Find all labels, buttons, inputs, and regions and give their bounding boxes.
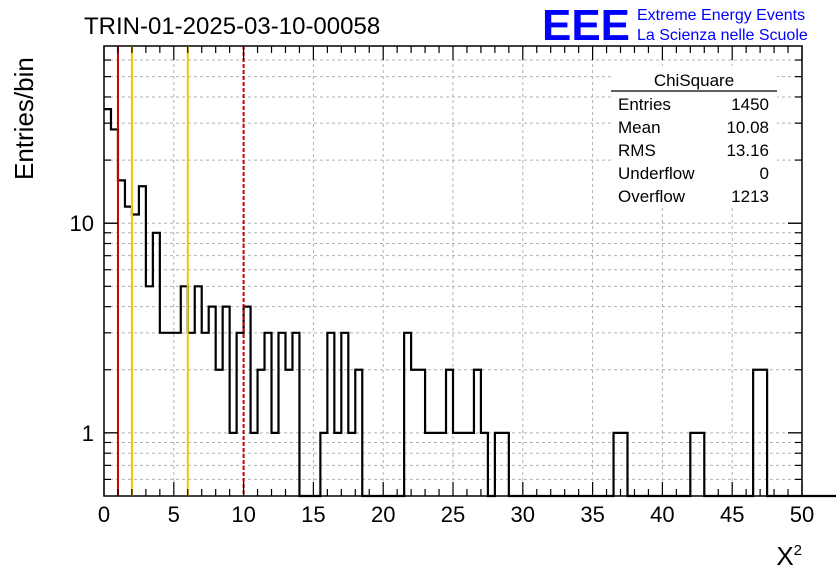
eee-logo: EEE: [542, 1, 630, 50]
logo-line-1: Extreme Energy Events: [637, 7, 805, 24]
run-title: TRIN-01-2025-03-10-00058: [84, 13, 380, 40]
x-tick-label: 50: [790, 502, 814, 527]
x-tick-label: 20: [371, 502, 395, 527]
x-tick-label: 10: [231, 502, 255, 527]
stats-value-rms: 13.16: [726, 141, 769, 160]
y-axis-title: Entries/bin: [9, 57, 39, 180]
stats-label-underflow: Underflow: [618, 164, 695, 183]
stats-value-overflow: 1213: [731, 187, 769, 206]
stats-background: [611, 66, 777, 206]
plot-area: 0 5 10 15 20 25 30 35 40 45 50 1 10: [70, 45, 836, 527]
histogram-line: [104, 108, 836, 498]
logo-line-2: La Scienza nelle Scuole: [637, 27, 808, 44]
x-axis-title-superscript: 2: [794, 542, 802, 559]
x-tick-label: 40: [650, 502, 674, 527]
x-tick-label: 30: [511, 502, 535, 527]
x-tick-label: 45: [720, 502, 744, 527]
x-tick-label: 25: [441, 502, 465, 527]
x-tick-label: 0: [98, 502, 110, 527]
stats-value-mean: 10.08: [726, 118, 769, 137]
x-tick-label: 35: [580, 502, 604, 527]
stats-label-entries: Entries: [618, 95, 671, 114]
statistics-box: ChiSquare Entries 1450 Mean 10.08 RMS 13.16 Un…: [611, 66, 777, 206]
y-tick-label: 1: [82, 421, 94, 446]
x-tick-label: 5: [168, 502, 180, 527]
stats-label-overflow: Overflow: [618, 187, 686, 206]
stats-title: ChiSquare: [654, 71, 734, 90]
x-axis-title-base: X: [776, 541, 793, 571]
y-tick-label: 10: [70, 211, 94, 236]
stats-value-entries: 1450: [731, 95, 769, 114]
x-tick-label: 15: [301, 502, 325, 527]
stats-value-underflow: 0: [760, 164, 769, 183]
stats-label-rms: RMS: [618, 141, 656, 160]
stats-label-mean: Mean: [618, 118, 661, 137]
x-axis-title: X2: [776, 541, 802, 571]
